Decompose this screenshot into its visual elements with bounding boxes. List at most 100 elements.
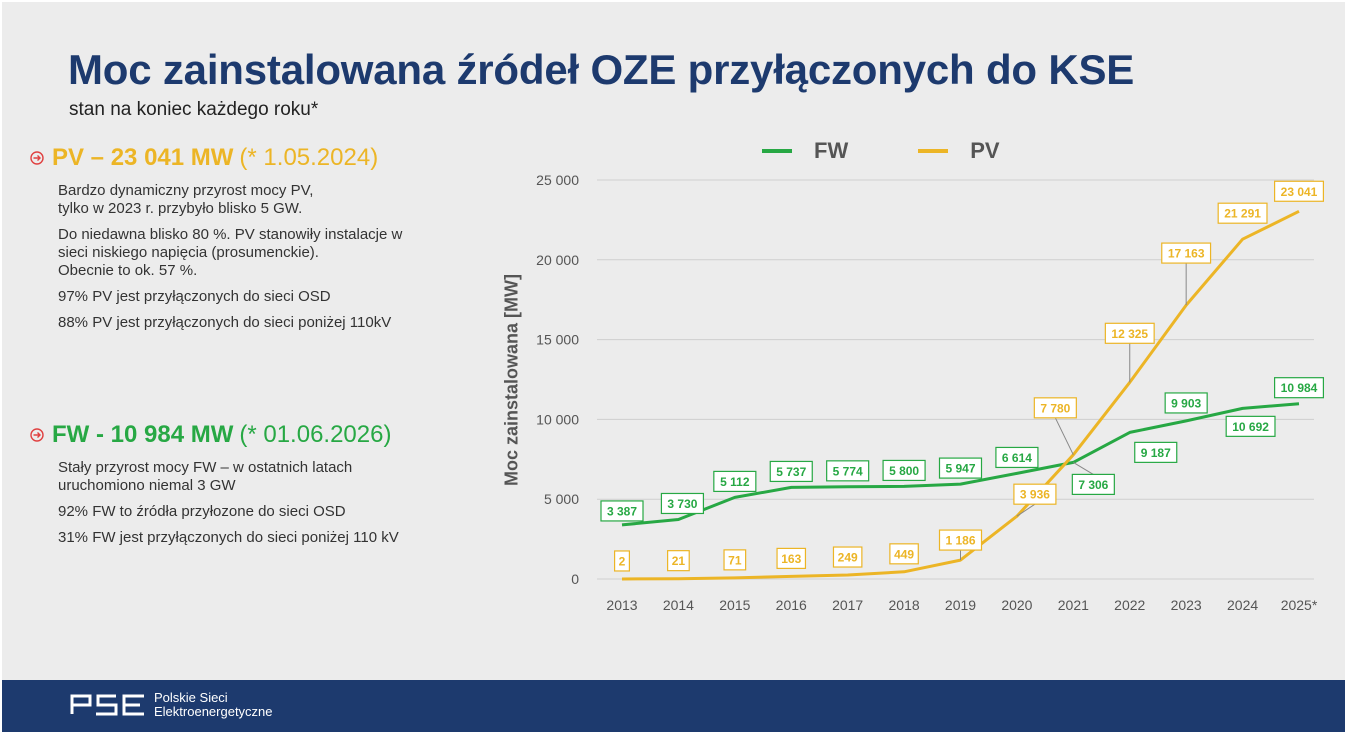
data-label-fw: 5 774 <box>833 464 863 478</box>
data-label-pv: 23 041 <box>1281 185 1318 199</box>
data-label-box-pv <box>938 529 983 551</box>
legend-item-fw: FW <box>762 138 848 164</box>
data-label-pv: 2 <box>619 554 626 568</box>
pv-section: PV – 23 041 MW (* 1.05.2024) Bardzo dyna… <box>30 144 470 340</box>
chart-legend: FW PV <box>762 138 1000 164</box>
arrow-circle-icon <box>30 151 44 165</box>
data-label-box-pv <box>1273 180 1324 202</box>
line-chart: 0 5 000 10 000 15 000 20 000 25 000 2013 2014 20… <box>536 172 1324 613</box>
x-tick-label: 2013 <box>606 597 637 613</box>
data-label-fw: 9 187 <box>1141 446 1171 460</box>
data-label-box-pv <box>889 543 919 565</box>
data-label-box-pv <box>1033 397 1077 419</box>
series-line-pv <box>621 209 1300 581</box>
data-label-box-fw <box>938 457 983 479</box>
data-label-pv: 12 325 <box>1111 327 1148 341</box>
pse-logo <box>70 694 144 716</box>
x-tick-label: 2020 <box>1001 597 1032 613</box>
x-tick-label: 2024 <box>1227 597 1258 613</box>
data-label-box-fw <box>826 460 870 482</box>
data-label-pv: 163 <box>781 552 801 566</box>
fw-bullets: Stały przyrost mocy FW – w ostatnich lat… <box>58 459 470 547</box>
data-label-box-fw <box>1134 441 1178 463</box>
data-label-fw: 7 306 <box>1078 478 1108 492</box>
pv-bullet: 88% PV jest przyłączonych do sieci poniż… <box>58 314 392 331</box>
arrow-circle-icon <box>30 428 44 442</box>
page-subtitle: stan na koniec każdego roku* <box>69 99 319 120</box>
company-name: Polskie Sieci Elektroenergetyczne <box>154 690 273 719</box>
series-line-fw <box>621 402 1300 527</box>
legend-swatch-fw <box>762 149 792 153</box>
y-tick-label: 10 000 <box>536 411 579 427</box>
data-label-leader <box>1054 417 1074 456</box>
fw-bullet: 92% FW to źródła przyłozone do sieci OSD <box>58 503 346 520</box>
data-label-box-fw <box>1273 377 1324 399</box>
data-label-fw: 5 112 <box>720 475 750 489</box>
data-label-box-fw <box>600 500 644 522</box>
y-tick-label: 25 000 <box>536 172 579 188</box>
x-tick-label: 2016 <box>776 597 807 613</box>
fw-bullet: 31% FW jest przyłączonych do sieci poniż… <box>58 529 399 546</box>
x-tick-label: 2021 <box>1058 597 1089 613</box>
x-tick-label: 2014 <box>663 597 694 613</box>
data-label-box-fw <box>882 459 926 482</box>
data-label-box-pv <box>613 550 630 572</box>
pv-heading-value: PV – 23 041 MW <box>52 144 234 171</box>
data-label-pv: 7 780 <box>1040 401 1070 415</box>
y-tick-label: 20 000 <box>536 252 579 268</box>
data-label-fw: 9 903 <box>1171 396 1201 410</box>
data-label-pv: 249 <box>838 551 858 565</box>
data-label-box-pv <box>723 549 747 571</box>
data-label-pv: 21 291 <box>1224 207 1261 221</box>
pv-heading: PV – 23 041 MW (* 1.05.2024) <box>30 144 470 172</box>
data-label-box-fw <box>1071 473 1115 495</box>
page-title: Moc zainstalowana źródeł OZE przyłączony… <box>68 46 1135 93</box>
pv-bullets: Bardzo dynamiczny przyrost mocy PV, tylk… <box>58 182 470 332</box>
data-label-pv: 3 936 <box>1020 488 1050 502</box>
data-label-box-pv <box>1104 322 1155 344</box>
data-label-box-fw <box>713 470 757 493</box>
pv-heading-date: (* 1.05.2024) <box>239 144 379 171</box>
data-label-fw: 5 947 <box>945 462 975 476</box>
legend-item-pv: PV <box>918 138 1000 164</box>
data-label-fw: 10 984 <box>1281 381 1318 395</box>
data-label-box-pv <box>1161 242 1212 264</box>
x-tick-label: 2015 <box>719 597 750 613</box>
data-label-pv: 449 <box>894 547 914 561</box>
pv-bullet: Bardzo dynamiczny przyrost mocy PV, tylk… <box>58 182 314 217</box>
fw-heading: FW - 10 984 MW (* 01.06.2026) <box>30 421 470 449</box>
x-tick-label: 2025* <box>1281 597 1318 613</box>
fw-bullet: Stały przyrost mocy FW – w ostatnich lat… <box>58 459 353 494</box>
data-label-fw: 3 387 <box>607 504 637 518</box>
data-label-box-fw <box>1164 392 1208 414</box>
data-label-fw: 10 692 <box>1232 420 1269 434</box>
data-label-pv: 71 <box>728 553 742 567</box>
x-tick-label: 2023 <box>1171 597 1202 613</box>
data-label-box-fw <box>769 460 813 483</box>
y-tick-label: 15 000 <box>536 332 579 348</box>
data-label-fw: 3 730 <box>667 497 697 511</box>
data-label-leader <box>1073 461 1094 475</box>
legend-swatch-pv <box>918 149 949 153</box>
x-tick-label: 2022 <box>1114 597 1145 613</box>
x-tick-label: 2019 <box>945 597 976 613</box>
x-tick-label: 2018 <box>889 597 920 613</box>
data-label-box-fw <box>995 446 1039 469</box>
data-label-fw: 6 614 <box>1002 451 1032 465</box>
data-label-box-pv <box>1217 202 1268 224</box>
data-label-pv: 1 186 <box>945 534 975 548</box>
pv-bullet: Do niedawna blisko 80 %. PV stanowiły in… <box>58 226 403 279</box>
data-label-fw: 5 737 <box>776 465 806 479</box>
fw-section: FW - 10 984 MW (* 01.06.2026) Stały przy… <box>30 421 470 555</box>
data-label-pv: 17 163 <box>1168 247 1205 261</box>
legend-label-pv: PV <box>970 138 1000 163</box>
fw-heading-date: (* 01.06.2026) <box>239 421 392 448</box>
data-label-fw: 5 800 <box>889 464 919 478</box>
data-label-box-pv <box>832 546 863 568</box>
data-label-box-pv <box>667 550 690 572</box>
pv-bullet: 97% PV jest przyłączonych do sieci OSD <box>58 288 331 305</box>
data-label-box-fw <box>1225 415 1276 437</box>
legend-label-fw: FW <box>814 138 849 163</box>
data-label-box-pv <box>776 547 807 569</box>
